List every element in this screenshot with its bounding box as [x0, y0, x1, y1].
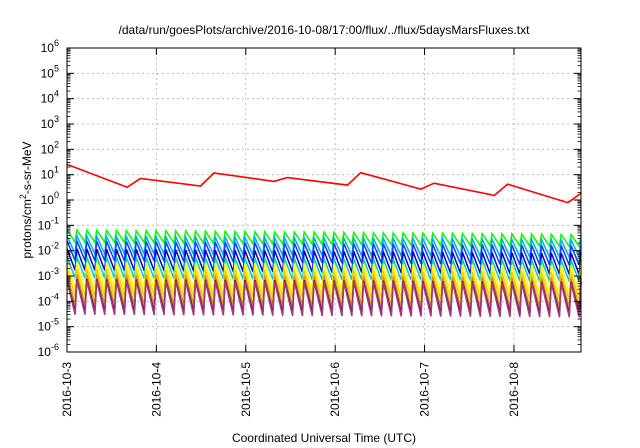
y-tick-label: 103 — [41, 114, 59, 131]
y-tick-label: 104 — [41, 89, 59, 106]
series-line — [66, 227, 582, 249]
y-tick-label: 106 — [41, 38, 59, 55]
series-line — [66, 163, 582, 204]
y-tick-label: 101 — [41, 165, 59, 182]
y-tick-label: 102 — [41, 139, 59, 156]
y-tick-label: 10-3 — [38, 266, 59, 283]
y-tick-label: 105 — [41, 63, 59, 80]
x-tick-label: 2016-10-6 — [328, 362, 342, 417]
y-axis-label-exponent: 2 — [18, 194, 28, 199]
y-tick-label: 100 — [41, 190, 59, 207]
y-axis-label-rest: -s-sr-MeV — [20, 141, 34, 194]
x-tick-label: 2016-10-7 — [418, 362, 432, 417]
axes: 10-6 10-5 10-4 10-3 10-2 10-1 100 101 102 103 104 1… — [38, 38, 581, 417]
x-tick-label: 2016-10-3 — [60, 362, 74, 417]
plot-frame — [66, 47, 582, 353]
y-tick-label: 10-5 — [38, 317, 59, 334]
y-tick-label: 10-6 — [38, 342, 59, 359]
y-axis-label: protons/cm2-s-sr-MeV — [18, 141, 34, 258]
y-tick-label: 10-4 — [38, 291, 59, 308]
y-tick-label: 10-1 — [38, 215, 59, 232]
chart-title: /data/run/goesPlots/archive/2016-10-08/1… — [119, 23, 531, 37]
x-tick-label: 2016-10-4 — [149, 362, 163, 417]
x-axis-label: Coordinated Universal Time (UTC) — [232, 431, 416, 445]
x-tick-label: 2016-10-8 — [507, 362, 521, 417]
series-line — [66, 240, 582, 266]
series-line — [66, 280, 582, 318]
series-lines — [66, 163, 582, 318]
y-axis-label-main: protons/cm — [20, 199, 34, 258]
x-tick-label: 2016-10-5 — [239, 362, 253, 417]
y-tick-label: 10-2 — [38, 241, 59, 258]
